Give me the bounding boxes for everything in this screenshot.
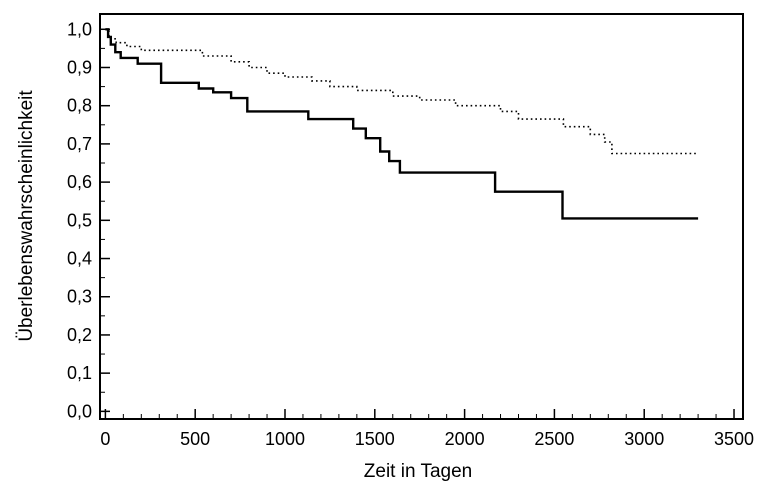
y-tick-label: 0,4 (67, 249, 92, 269)
x-tick-label: 0 (100, 429, 110, 449)
x-tick-label: 2500 (534, 429, 574, 449)
y-tick-label: 0,1 (67, 363, 92, 383)
y-tick-label: 1,0 (67, 19, 92, 39)
x-tick-label: 500 (180, 429, 210, 449)
x-tick-label: 3000 (624, 429, 664, 449)
series-line-1 (105, 28, 699, 220)
x-tick-label: 1500 (355, 429, 395, 449)
series-line-2 (105, 28, 699, 155)
x-tick-label: 3500 (714, 429, 754, 449)
y-tick-label: 0,6 (67, 172, 92, 192)
x-axis: 0 500 1000 1500 2000 2500 3000 3500 (100, 409, 754, 449)
y-tick-label: 0,8 (67, 96, 92, 116)
y-axis-title: Überlebenswahrscheinlichkeit (16, 90, 37, 342)
x-axis-title: Zeit in Tagen (364, 461, 472, 482)
x-tick-label: 1000 (265, 429, 305, 449)
y-tick-label: 0,3 (67, 287, 92, 307)
y-tick-label: 0,2 (67, 325, 92, 345)
y-tick-label: 0,9 (67, 57, 92, 77)
plot-frame (99, 13, 744, 420)
series-layer (105, 28, 699, 220)
y-axis: 0,0 0,1 0,2 0,3 0,4 0,5 0,6 0,7 0,8 0,9 1,0 (67, 19, 110, 421)
y-tick-label: 0,7 (67, 134, 92, 154)
y-tick-label: 0,0 (67, 401, 92, 421)
x-tick-label: 2000 (445, 429, 485, 449)
y-tick-label: 0,5 (67, 210, 92, 230)
